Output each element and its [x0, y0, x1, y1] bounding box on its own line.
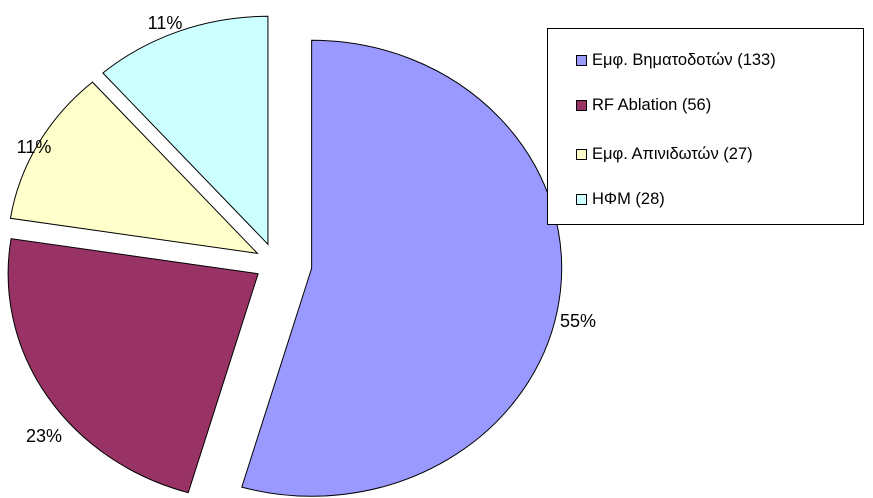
legend-label: Εμφ. Βηματοδοτών (133) — [592, 50, 776, 69]
percent-label: 55% — [560, 311, 596, 331]
legend-item-defibrillators: Εμφ. Απινιδωτών (27) — [576, 144, 753, 164]
legend-label: ΗΦΜ (28) — [592, 189, 665, 208]
legend-swatch — [576, 148, 587, 160]
legend: Εμφ. Βηματοδοτών (133) RF Ablation (56) … — [547, 28, 864, 225]
slice-defibrillators — [9, 81, 259, 255]
percent-label: 11% — [17, 137, 52, 157]
legend-item-efm: ΗΦΜ (28) — [576, 189, 665, 209]
slice-rf-ablation — [7, 238, 259, 494]
percent-label: 23% — [26, 426, 62, 446]
legend-item-pacemakers: Εμφ. Βηματοδοτών (133) — [576, 50, 776, 70]
legend-swatch — [576, 54, 587, 66]
pie-slices — [7, 15, 563, 497]
legend-label: RF Ablation (56) — [592, 95, 712, 114]
legend-item-rf-ablation: RF Ablation (56) — [576, 95, 711, 115]
slice-efm — [102, 15, 269, 246]
legend-label: Εμφ. Απινιδωτών (27) — [592, 144, 753, 163]
legend-swatch — [576, 193, 587, 205]
percent-label: 11% — [148, 13, 183, 33]
legend-swatch — [576, 99, 587, 111]
pie-percent-labels: 55% 23% 11% 11% — [17, 13, 596, 446]
slice-pacemakers — [241, 39, 563, 497]
